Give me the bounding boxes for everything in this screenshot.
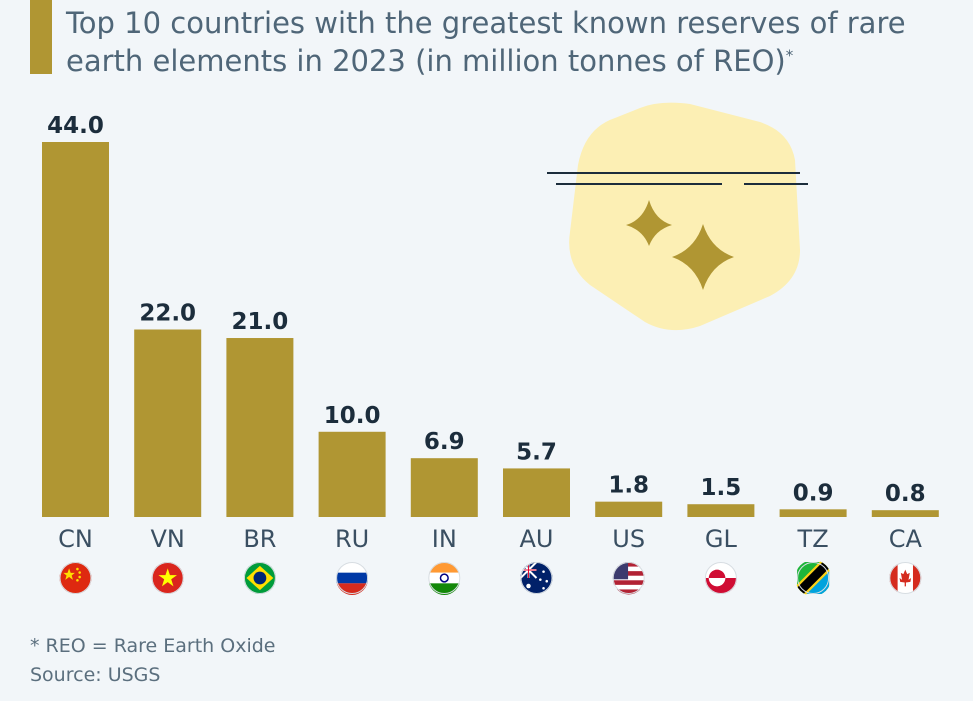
illustration-hexagon-background	[569, 102, 800, 331]
brazil-flag-icon	[243, 562, 276, 594]
title-footnote-mark: *	[785, 46, 794, 65]
bar-gl	[687, 504, 755, 517]
title-accent-bar	[30, 0, 52, 74]
australia-flag-icon	[520, 562, 553, 594]
bar-us	[595, 501, 663, 517]
category-label-ru: RU	[335, 525, 369, 553]
category-label-vn: VN	[151, 525, 185, 553]
large-sparkle-icon	[672, 224, 734, 290]
bar-vn	[134, 329, 202, 517]
value-label-br: 21.0	[232, 309, 289, 335]
tanzania-flag-icon	[795, 560, 832, 596]
category-label-tz: TZ	[797, 525, 829, 553]
bar-ca	[871, 510, 939, 517]
bar-au	[503, 468, 570, 517]
value-label-in: 6.9	[424, 429, 465, 455]
category-label-cn: CN	[58, 525, 93, 553]
small-sparkle-icon	[626, 200, 672, 246]
chart-title: Top 10 countries with the greatest known…	[66, 4, 946, 80]
chart-title-text: Top 10 countries with the greatest known…	[66, 6, 906, 78]
russia-flag-icon	[336, 562, 369, 595]
bar-in	[410, 458, 478, 517]
source-note: Source: USGS	[30, 664, 161, 686]
canada-flag-icon	[889, 562, 922, 594]
value-label-gl: 1.5	[701, 475, 742, 501]
value-label-tz: 0.9	[793, 480, 834, 506]
footnote: * REO = Rare Earth Oxide	[30, 635, 276, 657]
category-label-ca: CA	[889, 525, 923, 553]
category-label-in: IN	[432, 525, 457, 553]
value-label-vn: 22.0	[139, 301, 196, 327]
greenland-flag-icon	[704, 562, 737, 594]
value-label-us: 1.8	[608, 473, 649, 499]
value-label-cn: 44.0	[47, 113, 104, 139]
sparkle-illustration	[547, 102, 808, 331]
india-flag-icon	[428, 562, 461, 595]
bar-tz	[779, 509, 847, 517]
bar-br	[226, 338, 294, 517]
usa-flag-icon	[612, 562, 645, 595]
bar-cn	[42, 142, 109, 517]
category-label-us: US	[612, 525, 645, 553]
vietnam-flag-icon	[151, 562, 184, 594]
value-label-au: 5.7	[516, 439, 557, 465]
category-label-br: BR	[243, 525, 276, 553]
value-label-ru: 10.0	[324, 403, 381, 429]
value-label-ca: 0.8	[885, 481, 926, 507]
bar-ru	[318, 431, 386, 517]
china-flag-icon	[59, 562, 92, 594]
category-label-au: AU	[520, 525, 554, 553]
category-label-gl: GL	[705, 525, 738, 553]
